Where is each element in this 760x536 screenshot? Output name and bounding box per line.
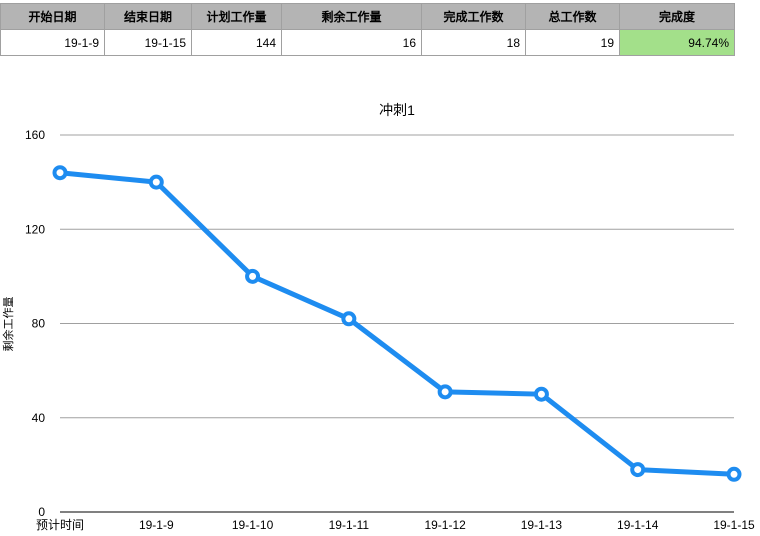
data-point[interactable] (341, 311, 357, 327)
y-axis-label: 剩余工作量 (1, 297, 15, 352)
data-point[interactable] (630, 462, 646, 478)
x-tick-label: 19-1-14 (617, 518, 659, 532)
value-end-date[interactable]: 19-1-15 (104, 29, 192, 56)
x-tick-label: 预计时间 (36, 518, 84, 532)
header-completion-rate: 完成度 (619, 3, 735, 30)
x-tick-labels: 预计时间 19-1-9 19-1-10 19-1-11 19-1-12 19-1-13 19… (36, 518, 755, 532)
summary-value-row: 19-1-9 19-1-15 144 16 18 19 94.74% (0, 29, 735, 56)
series-line (57, 170, 737, 477)
value-planned-work[interactable]: 144 (191, 29, 282, 56)
x-tick-label: 19-1-11 (329, 518, 370, 532)
header-remaining-work: 剩余工作量 (281, 3, 422, 30)
y-tick-label: 120 (25, 222, 45, 236)
header-start-date: 开始日期 (0, 3, 105, 30)
data-point[interactable] (726, 466, 742, 482)
data-point[interactable] (52, 165, 68, 181)
header-completed-tasks: 完成工作数 (421, 3, 526, 30)
x-tick-label: 19-1-10 (232, 518, 274, 532)
value-start-date[interactable]: 19-1-9 (0, 29, 105, 56)
series-remaining-work (52, 165, 742, 482)
data-point[interactable] (245, 268, 261, 284)
y-tick-label: 0 (38, 505, 45, 519)
header-total-tasks: 总工作数 (525, 3, 620, 30)
x-tick-label: 19-1-9 (139, 518, 174, 532)
y-tick-label: 160 (25, 128, 45, 142)
data-point[interactable] (533, 386, 549, 402)
chart-title: 冲刺1 (379, 102, 415, 118)
data-point[interactable] (437, 384, 453, 400)
x-tick-label: 19-1-15 (713, 518, 755, 532)
value-total-tasks[interactable]: 19 (525, 29, 620, 56)
y-tick-labels: 0 40 80 120 160 (25, 128, 45, 519)
y-tick-label: 40 (32, 411, 46, 425)
x-tick-label: 19-1-12 (424, 518, 466, 532)
value-remaining-work[interactable]: 16 (281, 29, 422, 56)
summary-header-row: 开始日期 结束日期 计划工作量 剩余工作量 完成工作数 总工作数 完成度 (0, 3, 735, 30)
data-point[interactable] (148, 174, 164, 190)
x-tick-label: 19-1-13 (521, 518, 563, 532)
summary-table: 开始日期 结束日期 计划工作量 剩余工作量 完成工作数 总工作数 完成度 19-… (0, 3, 735, 56)
grid-lines (60, 134, 734, 513)
y-tick-label: 80 (32, 317, 46, 331)
value-completion-rate[interactable]: 94.74% (619, 29, 735, 56)
